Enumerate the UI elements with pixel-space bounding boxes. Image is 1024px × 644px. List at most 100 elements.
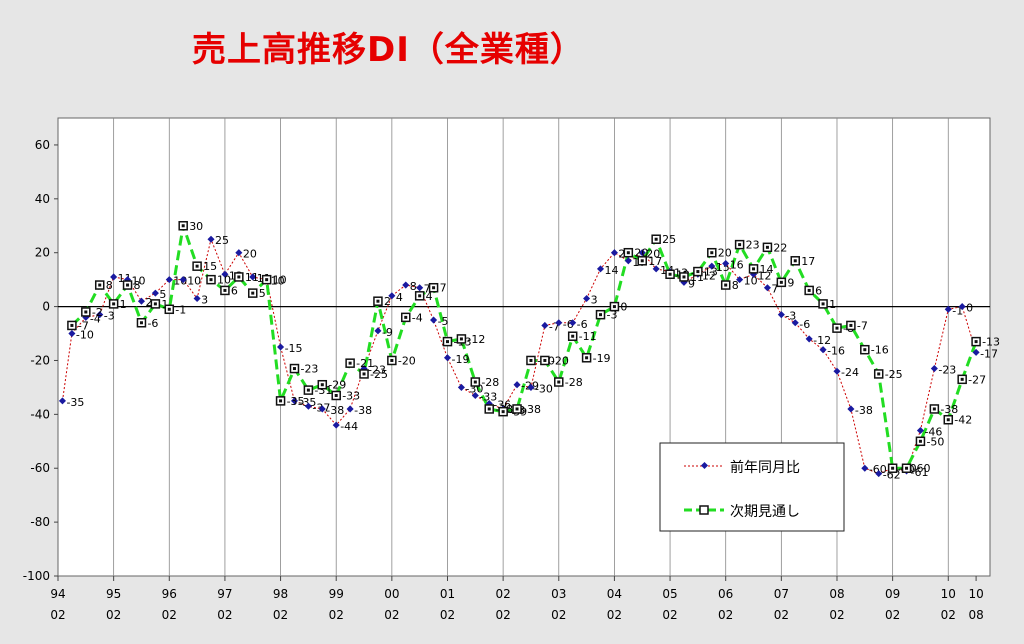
point-yoy: [304, 402, 312, 410]
data-label-outlook: 8: [106, 279, 113, 292]
data-label-outlook: -12: [467, 333, 485, 346]
point-outlook-core: [877, 372, 881, 376]
x-tick-label: 02: [551, 608, 566, 622]
data-label-yoy: -16: [827, 345, 845, 358]
point-yoy: [388, 292, 396, 300]
point-outlook-core: [376, 299, 380, 303]
data-label-yoy: 4: [396, 291, 403, 304]
x-tick-label: 02: [718, 608, 733, 622]
point-outlook-core: [279, 399, 283, 403]
point-outlook-core: [682, 275, 686, 279]
data-label-outlook: -1: [175, 303, 186, 316]
x-tick-label: 02: [829, 608, 844, 622]
data-label-outlook: 11: [245, 271, 259, 284]
data-label-outlook: 17: [801, 255, 815, 268]
data-label-yoy: 25: [215, 234, 229, 247]
data-label-outlook: 8: [732, 279, 739, 292]
point-outlook-core: [612, 305, 616, 309]
point-outlook-core: [863, 348, 867, 352]
point-outlook-core: [626, 251, 630, 255]
data-label-yoy: -24: [841, 366, 859, 379]
y-tick-label: -60: [30, 461, 50, 475]
point-outlook-core: [362, 372, 366, 376]
point-outlook-core: [668, 272, 672, 276]
data-label-yoy: 5: [159, 288, 166, 301]
data-label-yoy: 16: [730, 258, 744, 271]
point-outlook-core: [487, 407, 491, 411]
legend-label-0: 前年同月比: [730, 459, 800, 476]
data-label-outlook: 9: [787, 276, 794, 289]
point-outlook-core: [654, 237, 658, 241]
data-label-yoy: -23: [938, 364, 956, 377]
data-label-yoy: -4: [90, 312, 101, 325]
y-tick-label: -80: [30, 515, 50, 529]
x-tick-label: 02: [50, 608, 65, 622]
point-outlook-core: [251, 291, 255, 295]
point-outlook-core: [432, 286, 436, 290]
point-outlook-core: [195, 264, 199, 268]
x-tick-label: 02: [607, 608, 622, 622]
point-outlook-core: [459, 337, 463, 341]
data-label-yoy: -3: [785, 310, 796, 323]
x-tick-label: 95: [106, 587, 121, 601]
point-outlook-core: [557, 380, 561, 384]
data-label-outlook: -38: [940, 403, 958, 416]
data-label-yoy: 7: [771, 283, 778, 296]
data-label-outlook: 4: [426, 290, 433, 303]
legend-box: [659, 442, 845, 532]
x-tick-label: 02: [885, 608, 900, 622]
y-tick-label: -40: [30, 407, 50, 421]
x-tick-label: 02: [941, 608, 956, 622]
point-outlook-core: [724, 283, 728, 287]
point-yoy: [235, 249, 243, 257]
data-label-outlook: -11: [579, 330, 597, 343]
x-tick-label: 03: [551, 587, 566, 601]
point-outlook-core: [821, 302, 825, 306]
point-yoy: [596, 265, 605, 273]
data-label-outlook: 1: [829, 298, 836, 311]
point-yoy: [527, 383, 535, 391]
data-label-yoy: 12: [758, 269, 772, 282]
data-label-yoy: -23: [368, 364, 386, 377]
point-yoy: [471, 391, 479, 400]
data-label-yoy: -61: [911, 466, 929, 479]
x-tick-label: 02: [329, 608, 344, 622]
point-outlook-core: [292, 367, 296, 371]
data-label-outlook: 25: [662, 233, 676, 246]
x-tick-label: 06: [718, 587, 733, 601]
point-yoy: [430, 316, 438, 324]
point-yoy: [652, 265, 660, 273]
data-label-outlook: -7: [857, 319, 868, 332]
point-yoy: [638, 249, 646, 257]
data-label-outlook: -38: [523, 403, 541, 416]
data-label-yoy: 2: [145, 296, 152, 309]
data-label-outlook: -20: [398, 354, 416, 367]
data-label-yoy: 10: [187, 275, 201, 288]
point-outlook-core: [139, 321, 143, 325]
data-label-yoy: -6: [577, 318, 588, 331]
x-tick-label: 08: [968, 608, 983, 622]
x-tick-label: 02: [495, 608, 510, 622]
point-yoy: [916, 426, 924, 435]
point-outlook-core: [98, 283, 102, 287]
x-tick-label: 94: [50, 587, 65, 601]
point-outlook-core: [501, 410, 505, 414]
point-yoy: [972, 348, 980, 356]
point-outlook-core: [209, 278, 213, 282]
point-yoy: [736, 276, 744, 284]
point-outlook-core: [779, 280, 783, 284]
data-label-yoy: -38: [354, 404, 372, 417]
point-yoy: [277, 343, 285, 351]
data-label-outlook: -60: [913, 462, 931, 475]
data-label-outlook: -2: [92, 306, 103, 319]
point-yoy: [555, 319, 563, 327]
x-tick-label: 97: [217, 587, 232, 601]
y-tick-label: -100: [23, 569, 50, 583]
data-label-outlook: 5: [259, 287, 266, 300]
data-label-outlook: 8: [134, 279, 141, 292]
data-label-yoy: -35: [298, 396, 316, 409]
legend-marker-1: [699, 505, 709, 515]
data-label-outlook: -42: [954, 414, 972, 427]
data-label-outlook: -16: [871, 344, 889, 357]
data-label-yoy: 7: [424, 283, 431, 296]
